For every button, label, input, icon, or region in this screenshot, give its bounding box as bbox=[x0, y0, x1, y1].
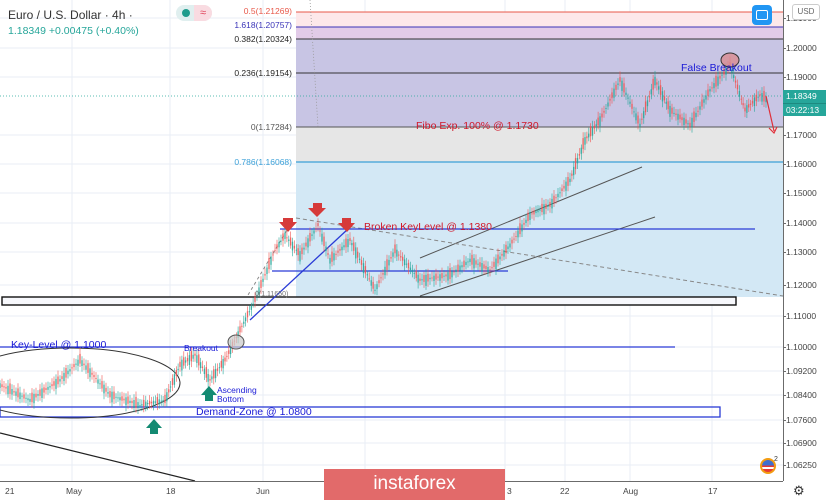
x-tick: Aug bbox=[623, 486, 639, 496]
y-tick: 1.16000 bbox=[783, 159, 817, 169]
x-tick: 22 bbox=[560, 486, 570, 496]
fib-label-0-5: 0.5(1.21269) bbox=[243, 6, 292, 16]
ascending-bottom-line1: Ascending bbox=[217, 385, 257, 395]
fib-label-0-382: 0.382(1.20324) bbox=[234, 34, 292, 44]
x-tick: May bbox=[66, 486, 83, 496]
small-fib-label: 0(1.11650) bbox=[255, 291, 289, 298]
economic-event-flag-icon[interactable] bbox=[760, 458, 776, 474]
y-tick: 1.06900 bbox=[783, 438, 817, 448]
ascending-bottom-line2: Bottom bbox=[217, 394, 244, 404]
y-tick: 1.07600 bbox=[783, 415, 817, 425]
symbol-title[interactable]: Euro / U.S. Dollar · 4h · bbox=[8, 8, 133, 22]
chart-plot-area[interactable]: Euro / U.S. Dollar · 4h · 1.18349 +0.004… bbox=[0, 0, 783, 481]
settings-gear-icon[interactable]: ⚙ bbox=[793, 483, 805, 498]
false-breakout-label: False Breakout bbox=[681, 62, 752, 74]
currency-button[interactable]: USD bbox=[792, 4, 820, 20]
x-tick: Jun bbox=[256, 486, 270, 496]
y-tick: 1.12000 bbox=[783, 280, 817, 290]
market-open-icon bbox=[182, 9, 190, 17]
x-tick: 3 bbox=[507, 486, 512, 496]
chart-canvas bbox=[0, 0, 783, 481]
y-tick: 1.10000 bbox=[783, 342, 817, 352]
y-tick: 1.06250 bbox=[783, 460, 817, 470]
breakout-label: Breakout bbox=[184, 343, 219, 353]
y-tick: 1.19000 bbox=[783, 72, 817, 82]
key-level-label: Key-Level @ 1.1000 bbox=[11, 339, 107, 351]
y-tick: 1.14000 bbox=[783, 218, 817, 228]
y-tick: 1.15000 bbox=[783, 188, 817, 198]
ascending-bottom-label: Ascending Bottom bbox=[217, 386, 257, 404]
y-tick: 1.11000 bbox=[782, 311, 817, 321]
price-axis[interactable]: 1.21000 1.20000 1.19000 1.17000 1.16000 … bbox=[782, 0, 826, 481]
y-tick: 1.09200 bbox=[783, 366, 817, 376]
y-tick: 1.13000 bbox=[783, 247, 817, 257]
fibo-exp-label: Fibo Exp. 100% @ 1.1730 bbox=[416, 120, 539, 132]
bar-countdown-tag: 03:22:13 bbox=[783, 103, 826, 116]
event-count: 2 bbox=[774, 456, 778, 463]
y-tick: 1.17000 bbox=[783, 130, 817, 140]
fib-label-0-786: 0.786(1.16068) bbox=[234, 157, 292, 167]
watermark-logo: instaforex bbox=[324, 469, 505, 500]
y-tick: 1.08400 bbox=[783, 390, 817, 400]
fullscreen-button[interactable] bbox=[752, 5, 772, 25]
broken-key-level-label: Broken KeyLevel @ 1.1380 bbox=[364, 221, 492, 233]
fib-label-0-236: 0.236(1.19154) bbox=[234, 68, 292, 78]
price-quote: 1.18349 +0.00475 (+0.40%) bbox=[8, 25, 139, 37]
status-pill[interactable]: ≈ bbox=[176, 5, 212, 21]
fib-label-1-618: 1.618(1.20757) bbox=[234, 20, 292, 30]
fib-label-0: 0(1.17284) bbox=[250, 122, 292, 132]
x-tick: 18 bbox=[166, 486, 176, 496]
x-tick: 21 bbox=[5, 486, 15, 496]
last-price-tag: 1.18349 bbox=[783, 90, 826, 103]
y-tick: 1.20000 bbox=[783, 43, 817, 53]
demand-zone-label: Demand-Zone @ 1.0800 bbox=[196, 406, 312, 418]
delayed-data-icon: ≈ bbox=[194, 5, 212, 21]
x-tick: 17 bbox=[708, 486, 718, 496]
